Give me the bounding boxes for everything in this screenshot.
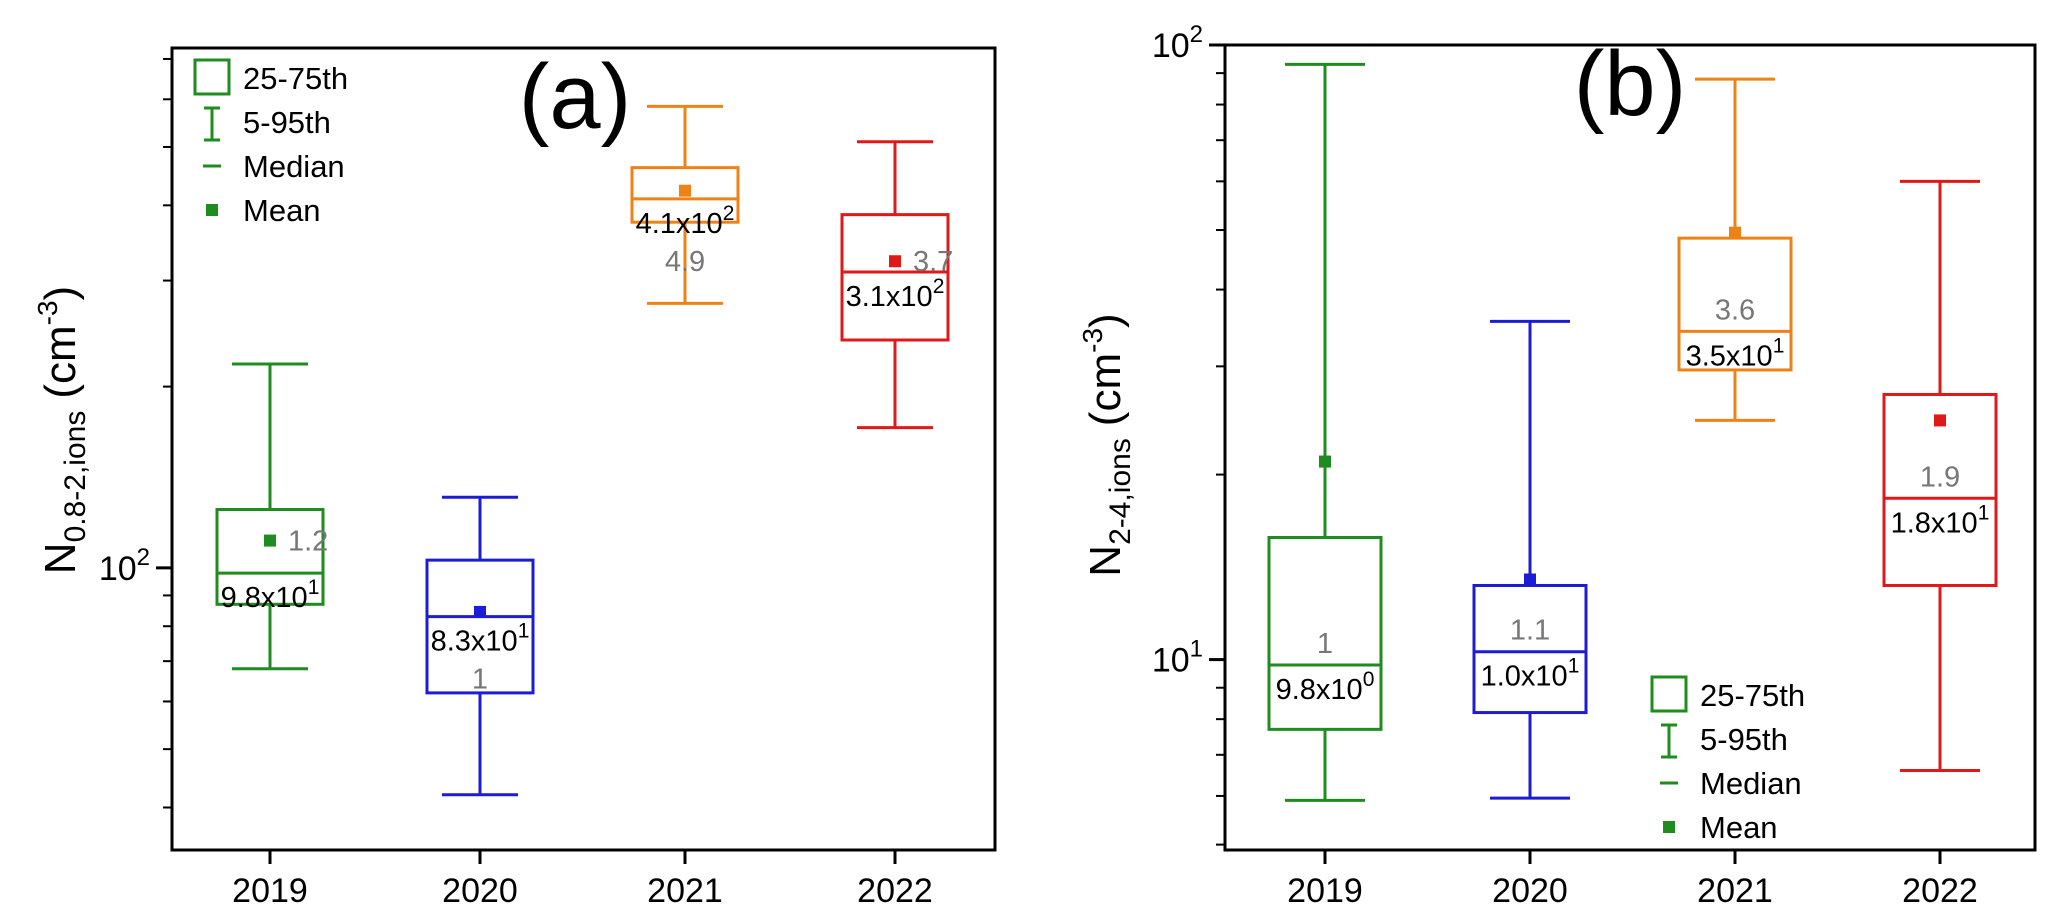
ratio-label: 1.2 [288,526,328,558]
panel-b-y-tick-label: 102 [1152,21,1203,65]
iqr-box [1472,583,1588,715]
panel-a-x-tick-label: 2021 [647,872,723,910]
ratio-label: 4.9 [665,246,705,278]
median-value-label: 1.8x101 [1891,501,1990,539]
ratio-label: 1.9 [1920,461,1960,493]
median-value-label: 9.8x100 [1276,668,1375,706]
legend-median-label: Median [1700,766,1802,801]
panel-a-axes [170,46,997,852]
legend-mean-icon [206,204,218,216]
mean-marker [1729,226,1741,239]
panel-a-x-tick-label: 2019 [232,872,308,910]
median-value-label: 1.0x101 [1481,655,1580,693]
panel-b-box-2022: 1.8x101 1.9 [1882,179,1998,773]
iqr-box [1267,536,1383,731]
median-value-label: 4.1x102 [636,202,735,240]
panel-b-boxes: 9.8x100 1 1.0x101 1.1 3.5x101 3.6 1.8x101 1.9 [1267,62,1998,802]
iqr-box [425,558,535,695]
mean-marker [474,605,486,618]
ratio-label: 1.1 [1510,615,1550,647]
legend-mean-icon [1663,821,1675,833]
panel-b-x-tick-label: 2019 [1287,872,1363,910]
panel-b-box-2020: 1.0x101 1.1 [1472,319,1588,800]
iqr-box [840,213,950,342]
median-value-label: 9.8x101 [221,576,320,614]
legend-mean-label: Mean [1700,810,1778,845]
iqr-box [1882,392,1998,587]
iqr-box [630,166,740,224]
mean-marker [1319,455,1331,468]
mean-marker [1934,414,1946,427]
panel-b-x-tick-label: 2021 [1697,872,1773,910]
legend-whisker-label: 5-95th [1700,722,1788,757]
panel-b-x-tick-label: 2020 [1492,872,1568,910]
panel-b-box-2021: 3.5x101 3.6 [1677,77,1793,422]
panel-a: 102 2019 2020 2021 2022 9.8x101 1.2 8.3x101 1 4.… [32,46,997,910]
ratio-label: 1 [1317,628,1333,660]
panel-b-axes [1223,43,2037,852]
panel-a-legend: 25-75th 5-95th Median Mean [193,58,348,228]
legend-box-icon [1650,675,1688,713]
mean-marker [1524,573,1536,586]
panel-a-x-tick-label: 2022 [857,872,933,910]
panel-b-plot-frame [1223,43,2037,852]
legend-mean-label: Mean [243,193,321,228]
median-value-label: 8.3x101 [431,620,530,658]
mean-marker [679,184,691,197]
legend-box-icon [193,58,231,96]
panel-a-label: (a) [519,46,631,148]
legend-median-label: Median [243,149,345,184]
panel-a-y-tick-label: 102 [99,544,150,588]
mean-marker [264,534,276,547]
panel-b-ticks: 101 102 2019 2020 2021 2022 [1152,21,1978,910]
panel-a-x-tick-label: 2020 [442,872,518,910]
panel-b-ylabel: N2-4,ions(cm-3) [1077,313,1137,576]
panel-b-label: (b) [1574,33,1686,135]
ratio-label: 1 [472,664,488,696]
ratio-label: 3.7 [913,246,953,278]
panel-a-box-2021: 4.1x102 4.9 [630,104,740,305]
mean-marker [889,255,901,268]
ratio-label: 3.6 [1715,294,1755,326]
panel-b-box-2019: 9.8x100 1 [1267,62,1383,802]
panel-b-y-tick-label: 101 [1152,636,1203,680]
legend-box-label: 25-75th [1700,678,1805,713]
panel-a-box-2020: 8.3x101 1 [425,495,535,797]
panel-a-box-2019: 9.8x101 1.2 [215,362,328,671]
panel-a-plot-frame [170,46,997,852]
panel-b-x-tick-label: 2022 [1902,872,1978,910]
median-value-label: 3.5x101 [1686,334,1785,372]
iqr-box [215,508,325,606]
legend-box-label: 25-75th [243,61,348,96]
panel-b-legend: 25-75th 5-95th Median Mean [1650,675,1805,845]
legend-whisker-label: 5-95th [243,105,331,140]
panel-a-ticks: 102 2019 2020 2021 2022 [99,57,933,910]
median-value-label: 3.1x102 [846,275,945,313]
panel-a-ylabel: N0.8-2,ions(cm-3) [32,286,92,574]
